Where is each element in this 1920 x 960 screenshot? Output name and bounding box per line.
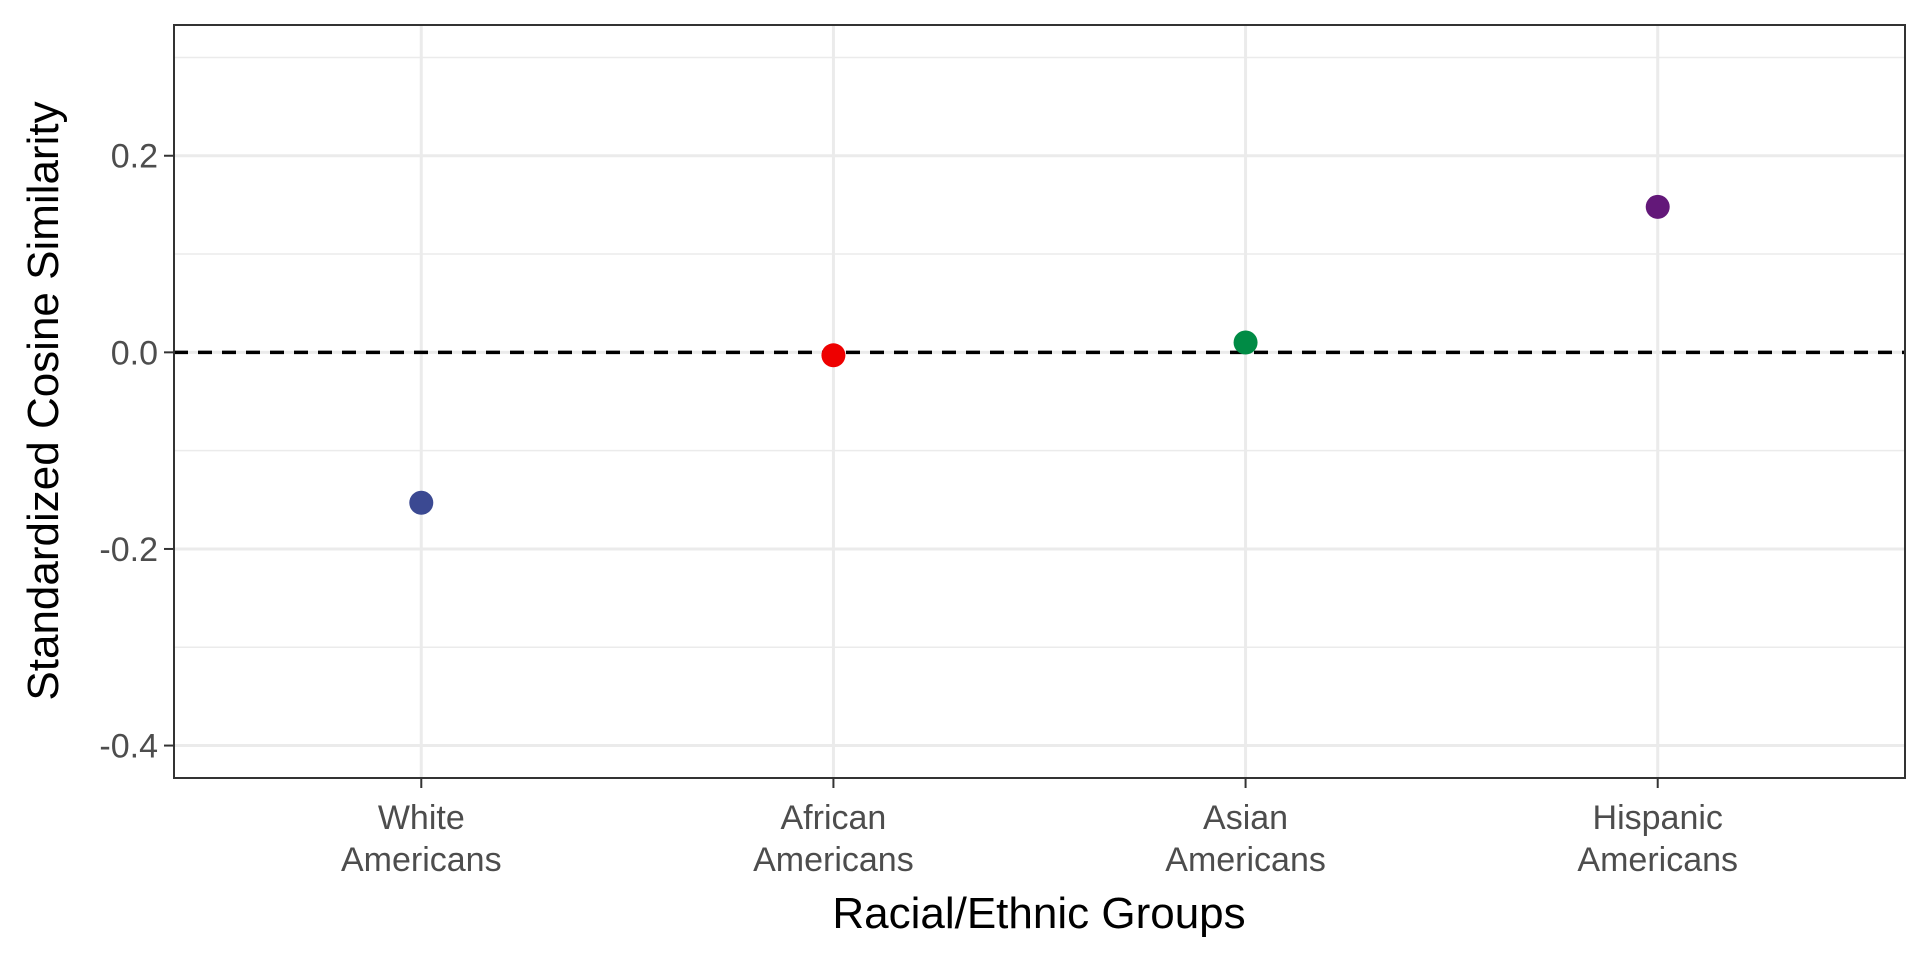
x-tick-label-line: Asian	[1203, 799, 1288, 837]
data-point	[821, 343, 846, 368]
y-tick-label: 0.0	[111, 334, 158, 372]
x-tick-label: Asian Americans	[1165, 799, 1326, 879]
x-tick-label: African Americans	[753, 799, 914, 879]
x-tick-label-line: Americans	[1577, 841, 1738, 879]
plot-background	[174, 25, 1905, 778]
x-axis-title: Racial/Ethnic Groups	[832, 889, 1245, 938]
x-axis: White Americans African Americans Asian Ameri…	[341, 778, 1738, 879]
y-axis-title: Standardized Cosine Similarity	[19, 101, 68, 700]
x-tick-label-line: Americans	[341, 841, 502, 879]
x-tick-label-line: Hispanic	[1593, 799, 1723, 837]
y-axis: -0.4 -0.2 0.0 0.2	[99, 138, 174, 766]
x-tick-label-line: Americans	[1165, 841, 1326, 879]
y-tick-label: 0.2	[111, 138, 158, 176]
data-point	[409, 490, 434, 515]
data-point	[1645, 194, 1670, 219]
plot-border	[173, 24, 1906, 779]
y-tick-label: -0.2	[99, 531, 158, 569]
data-point	[1233, 330, 1258, 355]
x-tick-label: Hispanic Americans	[1577, 799, 1738, 879]
y-tick-label: -0.4	[99, 728, 158, 766]
x-tick-label-line: Americans	[753, 841, 914, 879]
x-tick-label: White Americans	[341, 799, 502, 879]
data-points	[409, 194, 1670, 515]
x-tick-label-line: White	[378, 799, 465, 837]
x-tick-label-line: African	[781, 799, 887, 837]
